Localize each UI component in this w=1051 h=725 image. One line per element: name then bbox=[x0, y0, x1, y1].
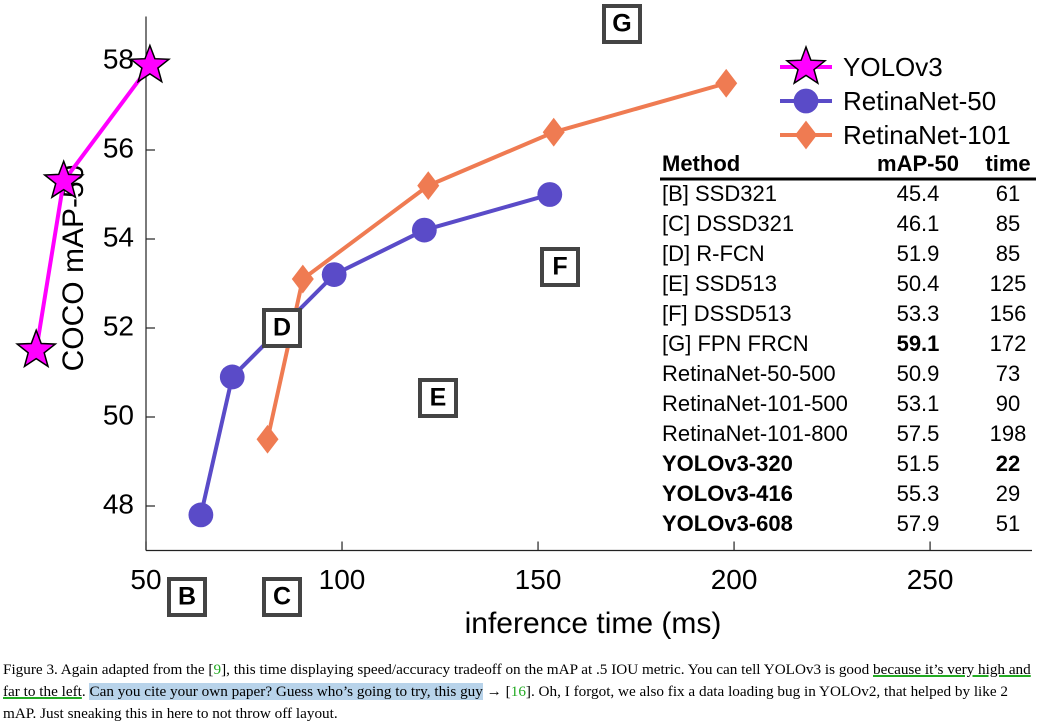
table-cell: 55.3 bbox=[897, 481, 940, 506]
series-line bbox=[34, 64, 152, 351]
table-cell: 50.4 bbox=[897, 271, 940, 296]
annotation-label: G bbox=[612, 10, 631, 38]
annotation-box bbox=[167, 577, 207, 617]
data-point bbox=[715, 68, 738, 98]
data-point bbox=[321, 262, 347, 287]
table-cell: 61 bbox=[996, 181, 1020, 206]
annotation-label: C bbox=[273, 583, 291, 611]
legend-label: YOLOv3 bbox=[843, 52, 943, 82]
y-tick-label: 50 bbox=[103, 399, 134, 430]
caption: Figure 3. Again adapted from the [9], th… bbox=[3, 659, 1043, 725]
table-cell: 45.4 bbox=[897, 181, 940, 206]
data-point bbox=[411, 217, 437, 243]
annotation-box bbox=[262, 577, 302, 617]
table-cell: [D] R-FCN bbox=[662, 241, 765, 266]
caption-text: . bbox=[81, 683, 90, 700]
table-cell: YOLOv3-416 bbox=[662, 481, 793, 506]
table-cell: YOLOv3-608 bbox=[662, 511, 793, 536]
annotation-label: E bbox=[430, 384, 447, 412]
table-header: mAP-50 bbox=[877, 151, 959, 176]
legend-marker bbox=[784, 44, 828, 85]
table-cell: 90 bbox=[996, 391, 1020, 416]
table-cell: 156 bbox=[990, 301, 1027, 326]
x-tick-label: 100 bbox=[319, 564, 366, 595]
series-line bbox=[198, 192, 551, 516]
caption-link[interactable]: 9 bbox=[213, 661, 222, 678]
annotation-label: B bbox=[178, 583, 196, 611]
table-cell: 85 bbox=[996, 211, 1020, 236]
legend-label: RetinaNet-50 bbox=[843, 86, 996, 116]
table-cell: YOLOv3-320 bbox=[662, 451, 793, 476]
data-point bbox=[219, 364, 245, 390]
table-cell: [G] FPN FRCN bbox=[662, 331, 809, 356]
table-cell: 198 bbox=[990, 421, 1027, 446]
y-tick-label: 52 bbox=[103, 310, 134, 341]
x-tick-label: 200 bbox=[711, 564, 758, 595]
legend-label: RetinaNet-101 bbox=[843, 120, 1011, 150]
annotation-box bbox=[262, 308, 302, 348]
caption-text: → [ bbox=[482, 683, 511, 700]
data-point bbox=[417, 171, 440, 200]
annotation-box bbox=[602, 4, 642, 44]
table-cell: 85 bbox=[996, 241, 1020, 266]
table-cell: RetinaNet-101-500 bbox=[662, 391, 848, 416]
x-axis-label: inference time (ms) bbox=[465, 607, 722, 640]
table-cell: 22 bbox=[996, 451, 1020, 476]
table-cell: 59.1 bbox=[897, 331, 940, 356]
table-cell: 57.5 bbox=[897, 421, 940, 446]
data-point bbox=[42, 159, 85, 200]
data-point bbox=[542, 117, 565, 147]
table-header: time bbox=[985, 151, 1030, 176]
caption-text: ], this time displaying speed/accuracy t… bbox=[221, 661, 874, 678]
y-tick-label: 58 bbox=[103, 43, 134, 74]
table-cell: 172 bbox=[990, 331, 1027, 356]
legend-marker bbox=[793, 88, 819, 114]
table-header: Method bbox=[662, 151, 740, 176]
caption-text: ]. Oh, I forgot, we also fix a data load… bbox=[3, 683, 1009, 722]
caption-text: Figure 3. Again adapted from the [ bbox=[3, 661, 214, 678]
y-tick-label: 48 bbox=[103, 488, 134, 519]
table-cell: 53.3 bbox=[897, 301, 940, 326]
data-point bbox=[128, 43, 171, 84]
table-cell: 53.1 bbox=[897, 391, 940, 416]
table-cell: 51.5 bbox=[897, 451, 940, 476]
table-cell: 46.1 bbox=[897, 211, 940, 236]
caption-underline: because it’s very high and far to the le… bbox=[3, 661, 1031, 700]
data-point bbox=[291, 264, 314, 294]
annotation-label: D bbox=[273, 314, 291, 342]
table-cell: 57.9 bbox=[897, 511, 940, 536]
table-cell: [E] SSD513 bbox=[662, 271, 777, 296]
data-point bbox=[537, 182, 563, 207]
data-point bbox=[256, 424, 279, 454]
y-tick-label: 56 bbox=[103, 132, 134, 163]
table-cell: 73 bbox=[996, 361, 1020, 386]
annotation-box bbox=[418, 378, 458, 418]
annotation-label: F bbox=[552, 253, 567, 281]
table-cell: RetinaNet-50-500 bbox=[662, 361, 836, 386]
data-point bbox=[188, 502, 214, 528]
data-point bbox=[15, 328, 58, 369]
legend-marker bbox=[795, 120, 817, 150]
table-cell: [C] DSSD321 bbox=[662, 211, 794, 236]
series-line bbox=[265, 81, 727, 440]
y-tick-label: 54 bbox=[103, 221, 134, 252]
x-tick-label: 250 bbox=[907, 564, 954, 595]
x-tick-label: 150 bbox=[515, 564, 562, 595]
caption-highlight: Can you cite your own paper? Guess who’s… bbox=[89, 683, 483, 700]
table-cell: 51 bbox=[996, 511, 1020, 536]
table-cell: [F] DSSD513 bbox=[662, 301, 792, 326]
table-cell: 125 bbox=[990, 271, 1027, 296]
annotation-box bbox=[540, 247, 580, 287]
table-cell: [B] SSD321 bbox=[662, 181, 777, 206]
table-cell: 50.9 bbox=[897, 361, 940, 386]
table-cell: RetinaNet-101-800 bbox=[662, 421, 848, 446]
caption-link[interactable]: 16 bbox=[510, 683, 526, 700]
table-cell: 51.9 bbox=[897, 241, 940, 266]
chart: inference time (ms) COCO mAP-50 48505254… bbox=[15, 4, 1036, 640]
x-tick-label: 50 bbox=[130, 564, 161, 595]
table-cell: 29 bbox=[996, 481, 1020, 506]
